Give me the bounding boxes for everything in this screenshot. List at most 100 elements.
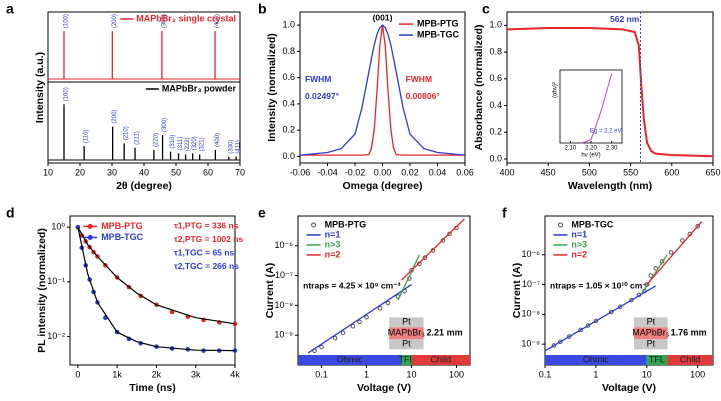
- x-axis-label: Voltage (V): [602, 382, 656, 394]
- peak-label: (311): [178, 137, 184, 151]
- device-label: Pt: [402, 317, 411, 327]
- device-label: MAPbBr₃: [388, 328, 426, 338]
- y-tick-label: 0.8: [282, 46, 295, 56]
- legend-label: n=2: [571, 249, 587, 259]
- x-tick-label: 10: [406, 369, 416, 379]
- fit-line: [77, 226, 236, 325]
- annotation: ntraps = 4.25 × 10⁹ cm⁻³: [303, 280, 401, 290]
- x-axis-label: 2θ (degree): [116, 180, 172, 192]
- y-tick-label: 10⁻²: [47, 331, 65, 341]
- peak-label: (220): [153, 133, 159, 147]
- fit-line: [646, 221, 703, 286]
- y-tick-label: 10⁻⁷: [522, 279, 540, 289]
- y-tick-label: 10⁻¹: [47, 276, 65, 286]
- inset-x-tick-label: 2.10: [564, 146, 576, 152]
- data-point: [578, 327, 583, 333]
- legend-label: MPB-TGC: [417, 29, 459, 39]
- legend-label: n=1: [571, 229, 587, 239]
- y-tick-label: 0.2: [282, 125, 295, 135]
- y-axis-label: Current (A): [264, 263, 276, 318]
- annotation: 0.02497°: [305, 91, 340, 101]
- data-point: [350, 323, 356, 329]
- region-label: Child: [430, 354, 451, 364]
- y-tick-label: 0.0: [282, 151, 295, 161]
- annotation: τ1,TGC = 65 ns: [174, 248, 235, 258]
- x-axis-label: Omega (degree): [343, 180, 423, 192]
- x-tick-label: -0.06: [290, 167, 311, 177]
- annotation: (001): [373, 12, 393, 22]
- y-tick-label: 10⁻⁹: [274, 330, 293, 340]
- x-tick-label: 40: [139, 167, 149, 177]
- annotation: 562 nm: [610, 14, 640, 24]
- peak-label: (211): [135, 131, 141, 145]
- annotation: τ2,PTG = 1002 ns: [174, 234, 244, 244]
- legend-label: n=2: [325, 249, 341, 259]
- data-point: [332, 335, 338, 341]
- peak-label: (222): [185, 137, 191, 151]
- device-label: Pt: [402, 339, 411, 349]
- legend-label: n>3: [571, 239, 587, 249]
- data-point: [357, 319, 362, 325]
- panel-letter: e: [258, 205, 266, 221]
- legend-label: MPB-TGC: [101, 232, 143, 242]
- y-tick-label: 0.6: [489, 73, 502, 83]
- x-tick-label: 100: [449, 369, 464, 379]
- x-tick-label: 2k: [152, 369, 162, 379]
- device-layer: [634, 317, 668, 328]
- thickness-label: 1.76 mm: [671, 328, 707, 338]
- data-point: [319, 344, 324, 350]
- device-label: MAPbBr₃: [632, 328, 670, 338]
- legend-label: MAPbBr₃ powder: [162, 83, 237, 93]
- peak-label: (411): [236, 140, 242, 154]
- peak-label: (300): [161, 14, 167, 28]
- x-tick-label: 10: [642, 369, 652, 379]
- x-tick-label: 600: [664, 167, 679, 177]
- y-tick-label: 10⁻⁶: [522, 249, 541, 259]
- data-point: [551, 343, 557, 348]
- y-tick-label: 10⁰: [51, 222, 65, 232]
- x-tick-label: 20: [75, 167, 85, 177]
- x-tick-label: 50: [171, 167, 181, 177]
- data-point: [440, 238, 446, 243]
- x-axis-label: Voltage (V): [357, 382, 411, 394]
- region-label: TFL: [649, 354, 665, 364]
- x-tick-label: 450: [541, 167, 556, 177]
- annotation: 0.00806°: [406, 91, 441, 101]
- panel-letter: a: [6, 1, 14, 17]
- data-point: [364, 314, 369, 320]
- legend-label: MPB-PTG: [101, 221, 143, 231]
- inset-y-label: (αhν)²: [553, 82, 559, 98]
- inset-line: [580, 73, 613, 144]
- x-tick-label: 500: [582, 167, 597, 177]
- x-tick-label: 0: [75, 369, 80, 379]
- data-point: [648, 273, 654, 278]
- inset-x-tick-label: 2.30: [606, 146, 618, 152]
- y-tick-label: 0.2: [489, 127, 502, 137]
- legend-marker: [87, 223, 93, 229]
- legend-label: MAPbBr₃ single crystal: [136, 13, 236, 23]
- data-point: [593, 318, 599, 324]
- x-tick-label: 30: [107, 167, 117, 177]
- data-point: [680, 238, 685, 243]
- y-tick-label: 10⁻⁶: [275, 240, 294, 250]
- y-tick-label: 0.4: [489, 100, 502, 110]
- x-tick-label: 10: [43, 167, 53, 177]
- peak-label: (330): [228, 140, 234, 154]
- x-tick-label: 70: [235, 167, 245, 177]
- device-layer: [389, 339, 424, 350]
- x-tick-label: 3k: [191, 369, 201, 379]
- fit-line: [77, 227, 236, 352]
- data-point: [558, 339, 563, 345]
- x-tick-label: 60: [203, 167, 213, 177]
- data-point: [695, 224, 700, 229]
- annotation: FWHM: [305, 74, 331, 84]
- y-tick-label: 10⁻⁸: [521, 309, 540, 319]
- panel-letter: d: [6, 205, 15, 221]
- legend-label: n>3: [325, 239, 341, 249]
- data-point: [608, 309, 614, 315]
- x-tick-label: 4k: [230, 369, 240, 379]
- panel-letter: b: [258, 1, 267, 17]
- annotation: τ1,PTG = 336 ns: [174, 221, 239, 231]
- x-tick-label: 1: [364, 369, 369, 379]
- y-tick-label: 0.8: [489, 46, 502, 56]
